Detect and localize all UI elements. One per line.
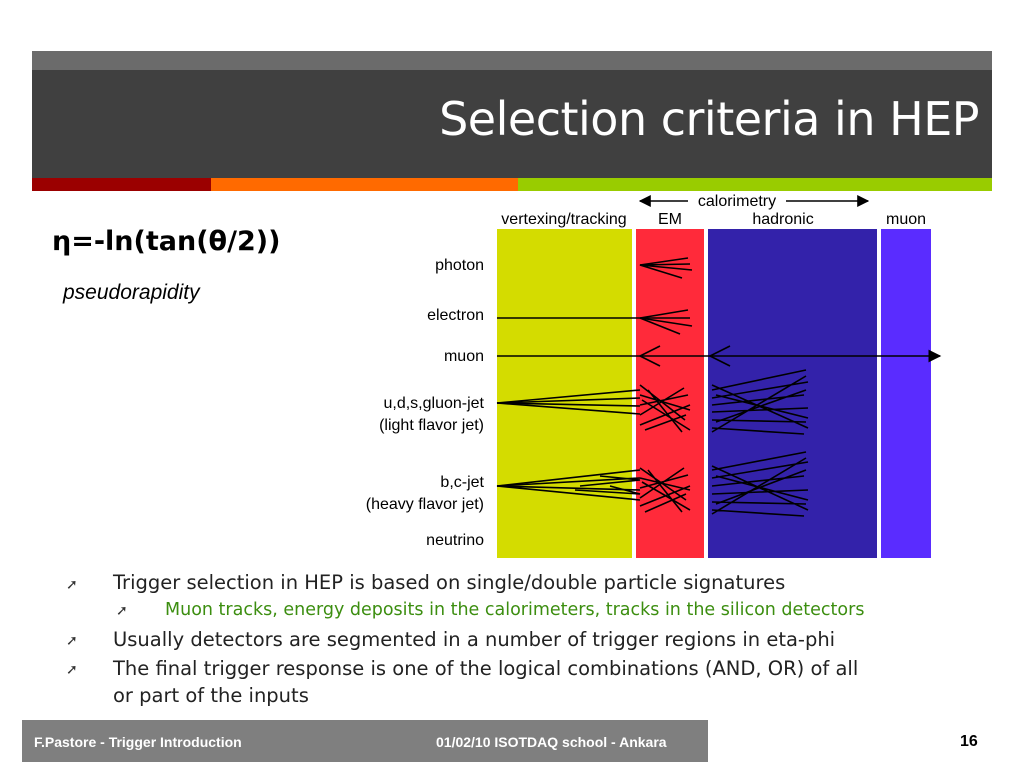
footer-bar — [22, 720, 708, 762]
heavy-jet-signature — [496, 451, 809, 517]
photon-signature — [639, 257, 693, 279]
footer-author: F.Pastore - Trigger Introduction — [34, 734, 242, 750]
row-label-muon: muon — [444, 348, 484, 365]
column-hadronic — [708, 229, 877, 558]
column-header-hadronic: hadronic — [752, 211, 813, 228]
light-jet-signature — [496, 369, 809, 435]
detector-signature-diagram: calorimetry vertexing/tracking EM hadron… — [366, 193, 942, 558]
calorimetry-label: calorimetry — [698, 193, 776, 210]
slide-title: Selection criteria in HEP — [439, 92, 979, 146]
row-label-light-jet-sub: (light flavor jet) — [379, 417, 484, 434]
page-number: 16 — [960, 733, 978, 750]
title-bar — [32, 51, 992, 178]
row-label-photon: photon — [435, 257, 484, 274]
accent-stripe-red — [32, 178, 211, 191]
footer-event: 01/02/10 ISOTDAQ school - Ankara — [436, 734, 667, 750]
accent-stripe-green — [518, 178, 992, 191]
row-label-neutrino: neutrino — [426, 532, 484, 549]
muon-signature — [497, 345, 942, 367]
bullet-arrow-icon: ➚ — [66, 633, 78, 649]
formula-caption: pseudorapidity — [63, 281, 200, 304]
sub-bullet-item: Muon tracks, energy deposits in the calo… — [165, 600, 865, 620]
pseudorapidity-formula: η=-ln(tan(θ/2)) — [52, 226, 281, 257]
column-vertexing-tracking — [497, 229, 632, 558]
bullet-item-continued: or part of the inputs — [113, 684, 309, 707]
bullet-item: Usually detectors are segmented in a num… — [113, 628, 836, 651]
row-label-heavy-jet-sub: (heavy flavor jet) — [366, 496, 484, 513]
accent-stripe-orange — [211, 178, 518, 191]
row-label-light-jet: u,d,s,gluon-jet — [383, 395, 484, 412]
row-label-electron: electron — [427, 307, 484, 324]
bullet-arrow-icon: ➚ — [66, 662, 78, 678]
column-header-muon: muon — [886, 211, 926, 228]
title-top-strip — [32, 51, 992, 70]
bullet-arrow-icon: ➚ — [116, 603, 128, 619]
bullet-item: The final trigger response is one of the… — [113, 657, 859, 680]
column-em — [636, 229, 704, 558]
electron-signature — [497, 309, 693, 335]
column-header-vertexing: vertexing/tracking — [501, 211, 626, 228]
column-header-em: EM — [658, 211, 682, 228]
column-muon — [881, 229, 931, 558]
row-label-heavy-jet: b,c-jet — [440, 474, 484, 491]
